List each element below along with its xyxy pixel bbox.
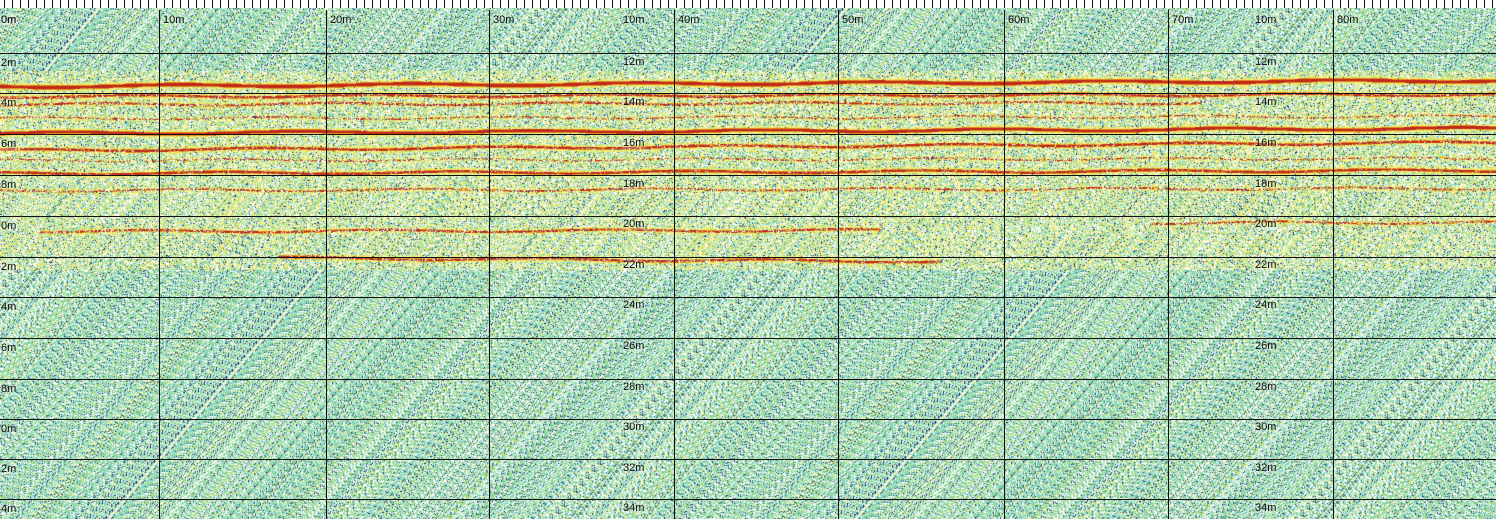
distance-tick-strip — [0, 0, 1496, 8]
